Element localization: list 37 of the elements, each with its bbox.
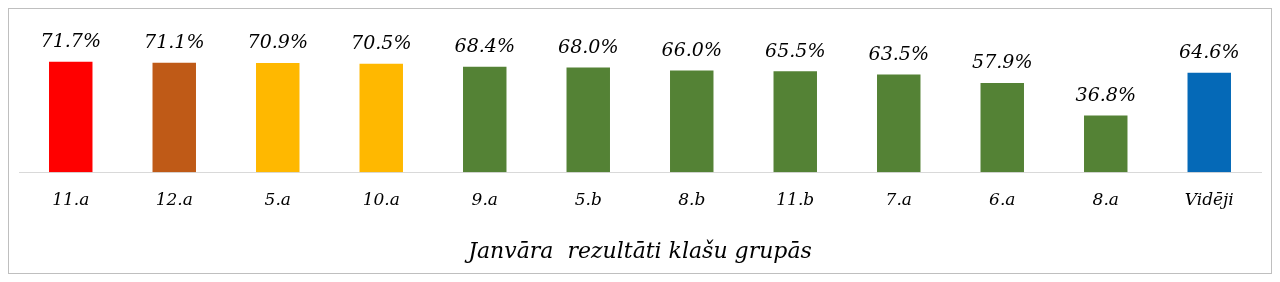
bar xyxy=(49,61,93,173)
bar xyxy=(1187,72,1231,173)
bar xyxy=(877,74,921,173)
x-tick-label: 10.a xyxy=(362,188,400,209)
x-tick-label: 9.a xyxy=(471,188,498,209)
bar xyxy=(152,62,196,173)
data-label: 66.0% xyxy=(661,38,722,60)
data-label: 68.0% xyxy=(558,34,619,57)
data-label: 71.7% xyxy=(40,29,101,52)
x-tick-label: 8.b xyxy=(678,188,706,209)
data-label: 65.5% xyxy=(765,38,826,61)
data-label: 68.4% xyxy=(454,34,515,57)
x-axis-title: Janvāra rezultāti klašu grupās xyxy=(464,237,812,263)
bar xyxy=(980,83,1024,173)
x-tick-label: 5.a xyxy=(264,188,291,209)
bar xyxy=(1084,115,1128,173)
bar xyxy=(463,66,507,173)
x-tick-label: 8.a xyxy=(1092,188,1119,209)
bar xyxy=(359,63,403,173)
data-label: 71.1% xyxy=(144,30,205,53)
data-label: 63.5% xyxy=(868,41,929,64)
x-tick-label: 6.a xyxy=(989,188,1016,209)
x-tick-label: 5.b xyxy=(574,188,602,209)
data-label: 57.9% xyxy=(972,50,1033,73)
x-tick-label: Vidēji xyxy=(1184,188,1234,209)
data-label: 64.6% xyxy=(1179,40,1240,63)
bar xyxy=(773,71,817,173)
data-label: 70.5% xyxy=(351,31,412,54)
data-label: 70.9% xyxy=(247,30,308,53)
x-tick-label: 7.a xyxy=(885,188,912,209)
data-label: 36.8% xyxy=(1075,82,1136,105)
bar xyxy=(256,63,300,173)
x-tick-label: 11.b xyxy=(776,188,815,209)
bar xyxy=(670,70,714,173)
bar xyxy=(566,67,610,173)
x-tick-label: 11.a xyxy=(52,188,90,209)
x-tick-label: 12.a xyxy=(155,188,193,209)
